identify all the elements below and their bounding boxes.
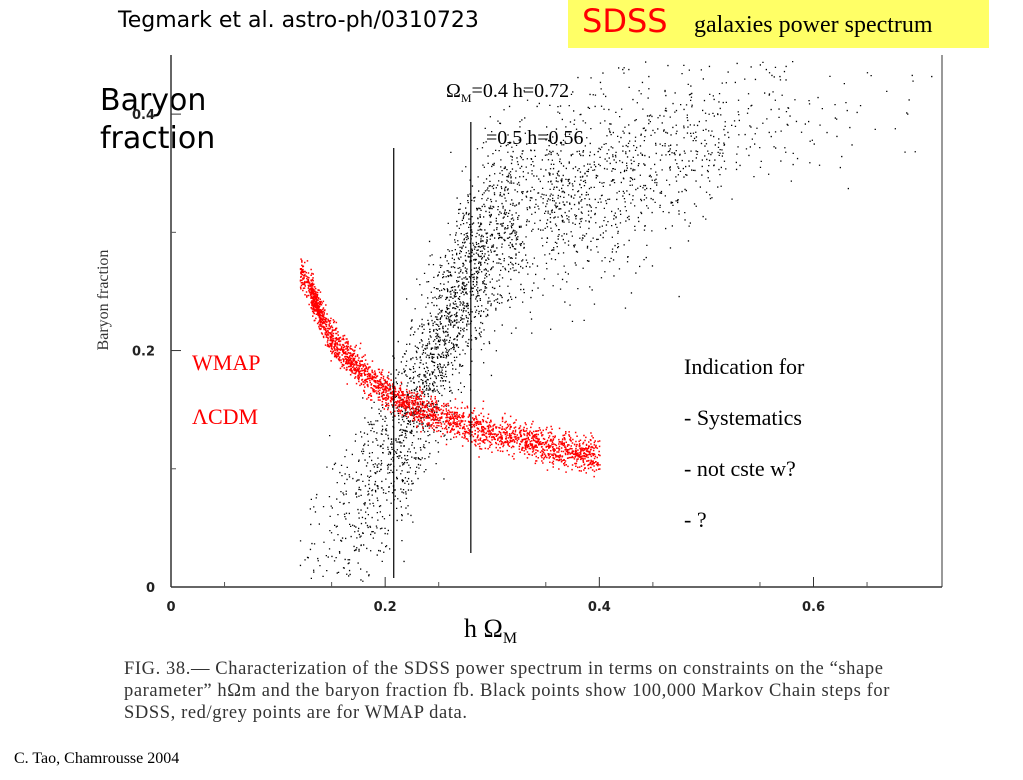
sdss-point-cloud — [299, 61, 933, 582]
y-tick-label: 0.2 — [132, 345, 155, 360]
lcdm-label: ΛCDM — [192, 404, 259, 429]
y-axis-label: Baryon fraction — [95, 250, 112, 351]
figure-caption: FIG. 38.— Characterization of the SDSS p… — [124, 659, 891, 723]
axis-ticks: 0 0.2 0.4 0.6 0 0.2 0.4 Baryon fraction — [95, 108, 868, 615]
x-tick-label: 0 — [166, 600, 175, 615]
vertical-lines — [393, 122, 472, 578]
wmap-points — [299, 258, 601, 478]
omega-subscript: M — [460, 91, 472, 105]
omega-line1-text: =0.4 h=0.72 — [471, 80, 570, 102]
x-label-omega: Ω — [483, 614, 503, 643]
footer-credit: C. Tao, Chamrousse 2004 — [14, 750, 180, 767]
title-subtitle: galaxies power spectrum — [694, 12, 933, 38]
indication-item: - Systematics — [684, 405, 802, 430]
x-label-prefix: h — [464, 614, 484, 643]
x-tick-label: 0.4 — [588, 600, 611, 615]
indication-item: - ? — [684, 507, 707, 532]
sdss-points — [299, 61, 933, 582]
omega-annotation-2: =0.5 h=0.56 — [486, 127, 584, 149]
indication-list: Indication for - Systematics - not cste … — [684, 341, 804, 545]
reference-text: Tegmark et al. astro-ph/0310723 — [118, 8, 479, 33]
wmap-point-band — [299, 258, 601, 478]
omega-annotation-1: ΩM=0.4 h=0.72 — [446, 80, 569, 106]
indication-item: - not cste w? — [684, 456, 796, 481]
omega-symbol: Ω — [446, 80, 461, 102]
indication-item: Indication for — [684, 354, 805, 379]
x-tick-label: 0.6 — [802, 600, 825, 615]
x-label-subscript: M — [502, 630, 518, 648]
y-tick-label: 0.4 — [132, 108, 155, 123]
wmap-label: WMAP — [192, 350, 261, 375]
title-sdss: SDSS — [582, 2, 668, 40]
x-axis-label: h ΩM — [464, 614, 517, 648]
y-tick-label: 0 — [146, 581, 155, 596]
baryon-fraction-heading: Baryon fraction — [100, 83, 216, 156]
title-banner: SDSS galaxies power spectrum — [568, 0, 989, 48]
x-tick-label: 0.2 — [374, 600, 397, 615]
